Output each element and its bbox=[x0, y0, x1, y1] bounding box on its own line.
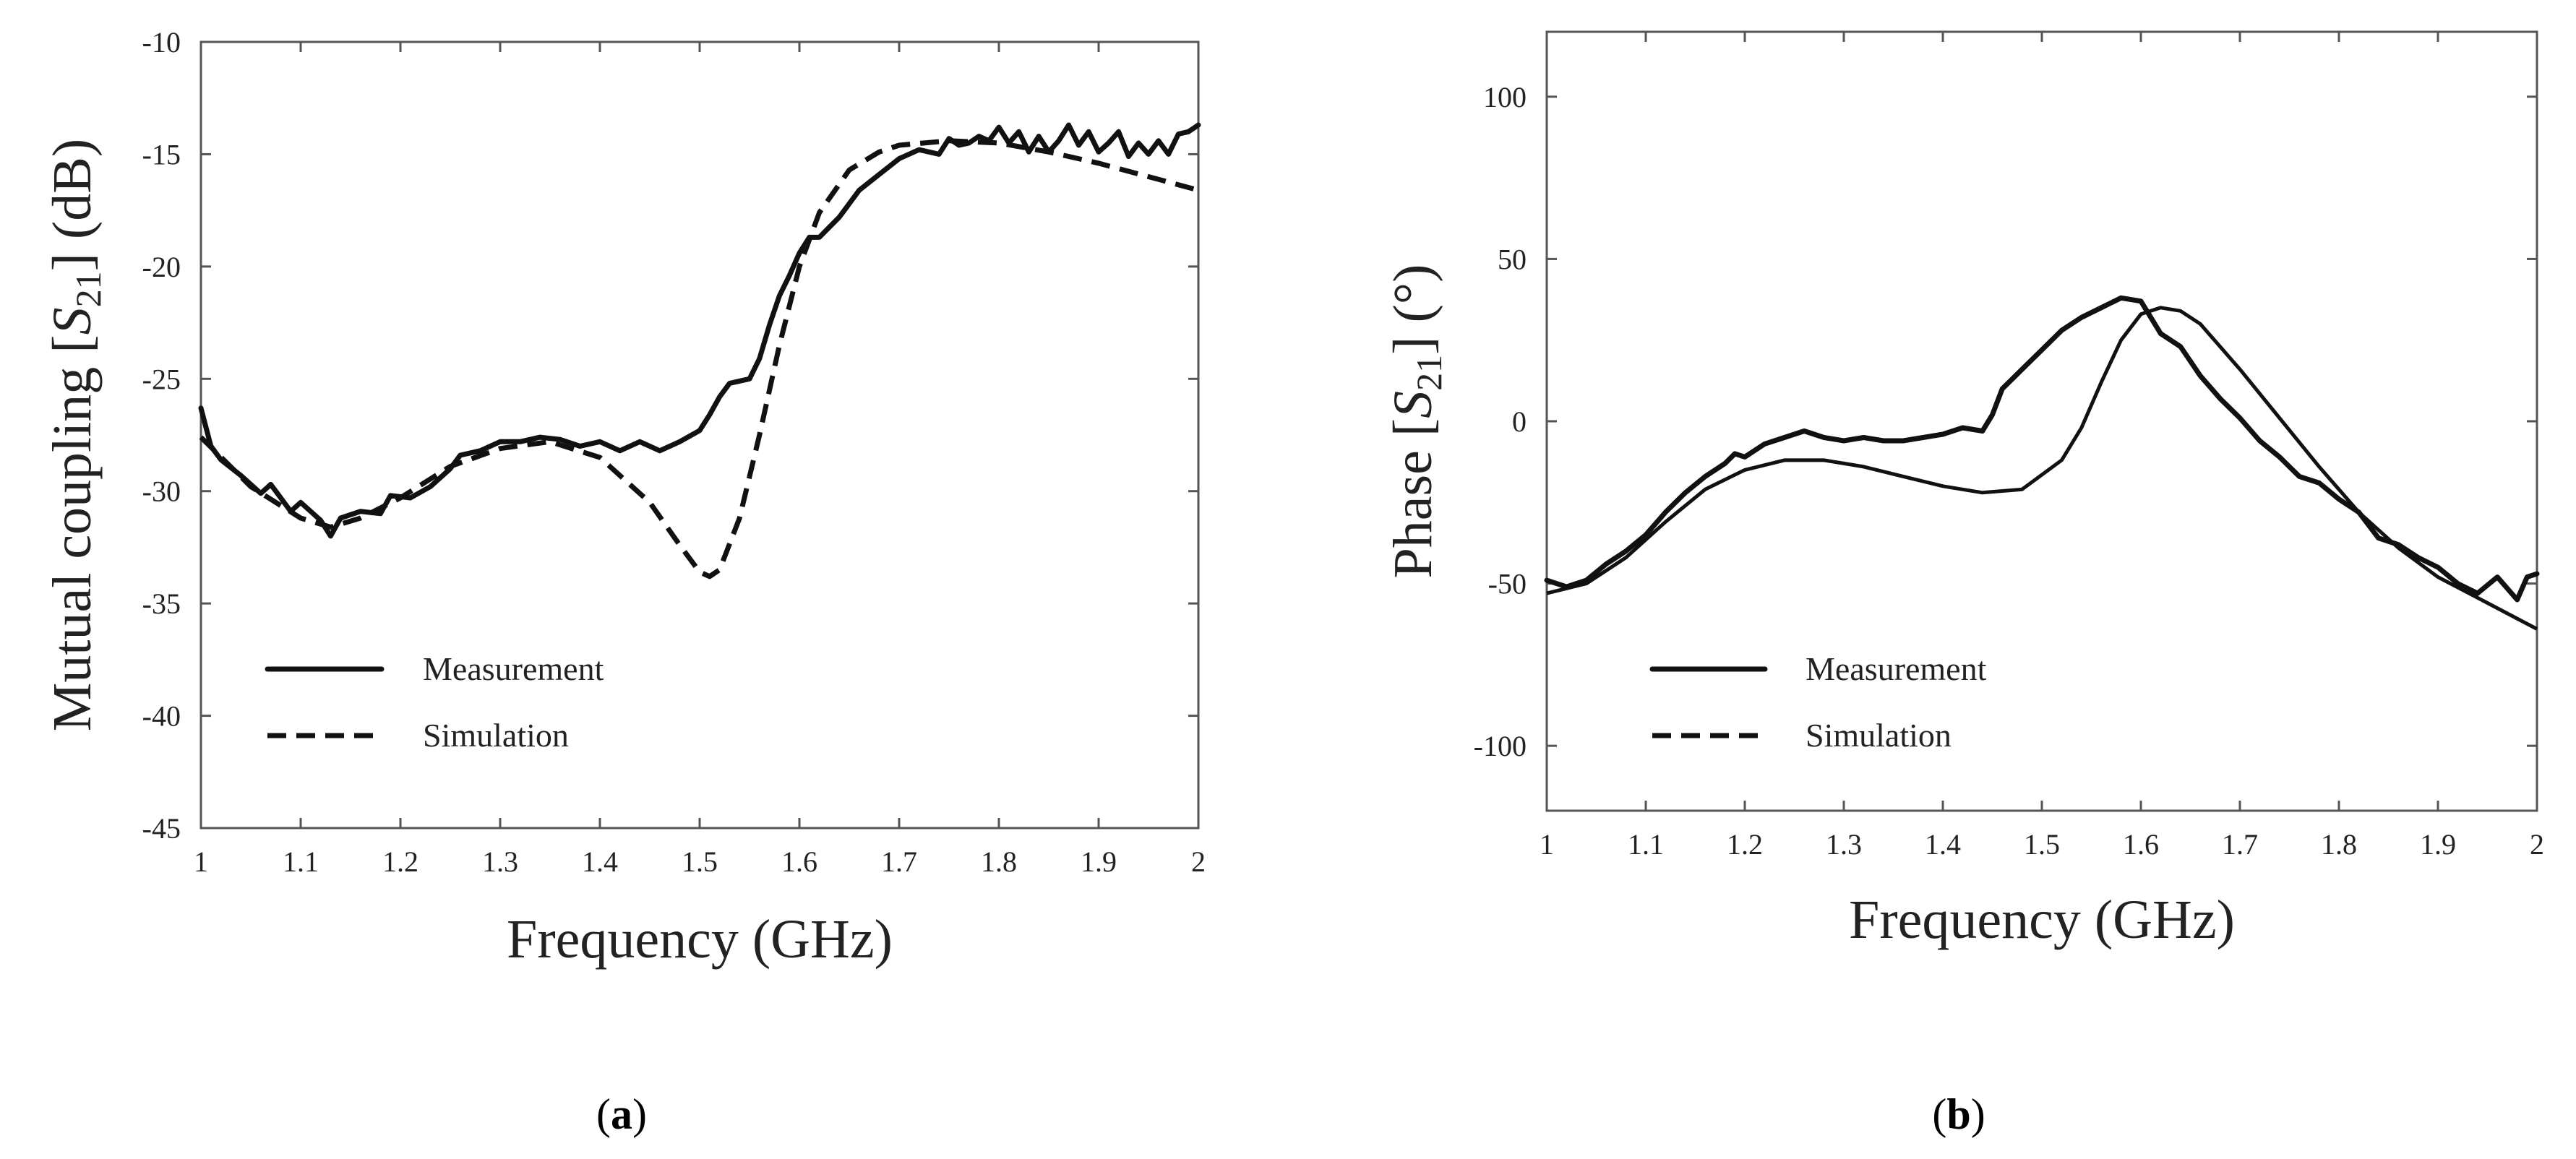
y-tick-label-a: -10 bbox=[142, 26, 181, 59]
y-tick-label-b: -100 bbox=[1474, 730, 1527, 762]
plot-frame-b bbox=[1545, 30, 2538, 812]
x-tick-label-a: 1.9 bbox=[1081, 845, 1117, 878]
y-tick-label-a: -40 bbox=[142, 700, 181, 733]
y-tick-label-a: -45 bbox=[142, 812, 181, 845]
x-tick-label-a: 1 bbox=[194, 845, 208, 878]
y-tick-label-a: -15 bbox=[142, 138, 181, 171]
axis-ticks-a: 1 1.1 1.2 1.3 1.4 1.5 1.6 1.7 1.8 1.9 2 -45 -40 -35 -3… bbox=[142, 26, 1206, 878]
x-tick-label-a: 1.3 bbox=[482, 845, 518, 878]
legend-label-simulation-a: Simulation bbox=[423, 717, 569, 754]
x-tick-label-b: 1.6 bbox=[2123, 828, 2159, 861]
plot-frame-a bbox=[199, 40, 1200, 830]
x-tick-label-a: 1.7 bbox=[881, 845, 917, 878]
x-tick-label-b: 1.2 bbox=[1727, 828, 1763, 861]
series-group-a bbox=[198, 122, 1201, 580]
x-tick-label-b: 1.1 bbox=[1628, 828, 1664, 861]
y-tick-label-a: -20 bbox=[142, 251, 181, 283]
legend-a: Measurement Simulation bbox=[265, 650, 604, 754]
x-tick-label-b: 1 bbox=[1540, 828, 1554, 861]
y-tick-label-a: -35 bbox=[142, 587, 181, 620]
series-group-b bbox=[1544, 295, 2540, 631]
x-tick-label-a: 1.2 bbox=[382, 845, 418, 878]
x-axis-label-b: Frequency (GHz) bbox=[1849, 889, 2235, 950]
x-tick-label-a: 1.4 bbox=[582, 845, 618, 878]
x-tick-label-b: 2 bbox=[2530, 828, 2544, 861]
panel-label-a: (a) bbox=[596, 1090, 647, 1138]
x-tick-label-b: 1.7 bbox=[2222, 828, 2258, 861]
x-tick-label-a: 1.5 bbox=[682, 845, 718, 878]
y-axis-label-b: Phase [S21] (°) bbox=[1383, 264, 1449, 579]
series-line-measurement-b bbox=[1544, 295, 2540, 603]
legend-label-simulation-b: Simulation bbox=[1806, 717, 1952, 754]
axis-ticks-b: 1 1.1 1.2 1.3 1.4 1.5 1.6 1.7 1.8 1.9 2 -100 -50 0 50 1… bbox=[1474, 32, 2544, 861]
y-tick-label-a: -30 bbox=[142, 475, 181, 508]
x-tick-label-a: 1.8 bbox=[981, 845, 1017, 878]
x-tick-label-a: 2 bbox=[1191, 845, 1206, 878]
y-axis-label-a: Mutual coupling [S21] (dB) bbox=[42, 139, 108, 731]
x-tick-label-a: 1.1 bbox=[283, 845, 319, 878]
legend-label-measurement-a: Measurement bbox=[423, 650, 604, 687]
y-tick-label-b: -50 bbox=[1488, 568, 1527, 600]
x-tick-label-b: 1.9 bbox=[2420, 828, 2456, 861]
x-tick-label-b: 1.3 bbox=[1826, 828, 1862, 861]
panel-label-b: (b) bbox=[1932, 1090, 1985, 1138]
x-axis-label-a: Frequency (GHz) bbox=[507, 909, 893, 970]
legend-label-measurement-b: Measurement bbox=[1806, 650, 1987, 687]
series-line-simulation-b bbox=[1546, 306, 2538, 631]
x-tick-label-b: 1.4 bbox=[1925, 828, 1961, 861]
chart-panel-b: 1 1.1 1.2 1.3 1.4 1.5 1.6 1.7 1.8 1.9 2 -100 -50 0 50 1… bbox=[1383, 30, 2544, 1138]
y-tick-label-a: -25 bbox=[142, 363, 181, 395]
x-tick-label-b: 1.5 bbox=[2024, 828, 2060, 861]
series-line-measurement-a bbox=[198, 122, 1201, 539]
y-tick-label-b: 50 bbox=[1498, 243, 1527, 275]
legend-b: Measurement Simulation bbox=[1649, 650, 1987, 754]
x-tick-label-a: 1.6 bbox=[781, 845, 817, 878]
x-tick-label-b: 1.8 bbox=[2321, 828, 2357, 861]
y-tick-label-b: 100 bbox=[1483, 81, 1527, 113]
series-line-simulation-a bbox=[199, 138, 1199, 580]
chart-panel-a: 1 1.1 1.2 1.3 1.4 1.5 1.6 1.7 1.8 1.9 2 -45 -40 -35 -3… bbox=[42, 26, 1206, 1138]
y-tick-label-b: 0 bbox=[1512, 405, 1527, 438]
